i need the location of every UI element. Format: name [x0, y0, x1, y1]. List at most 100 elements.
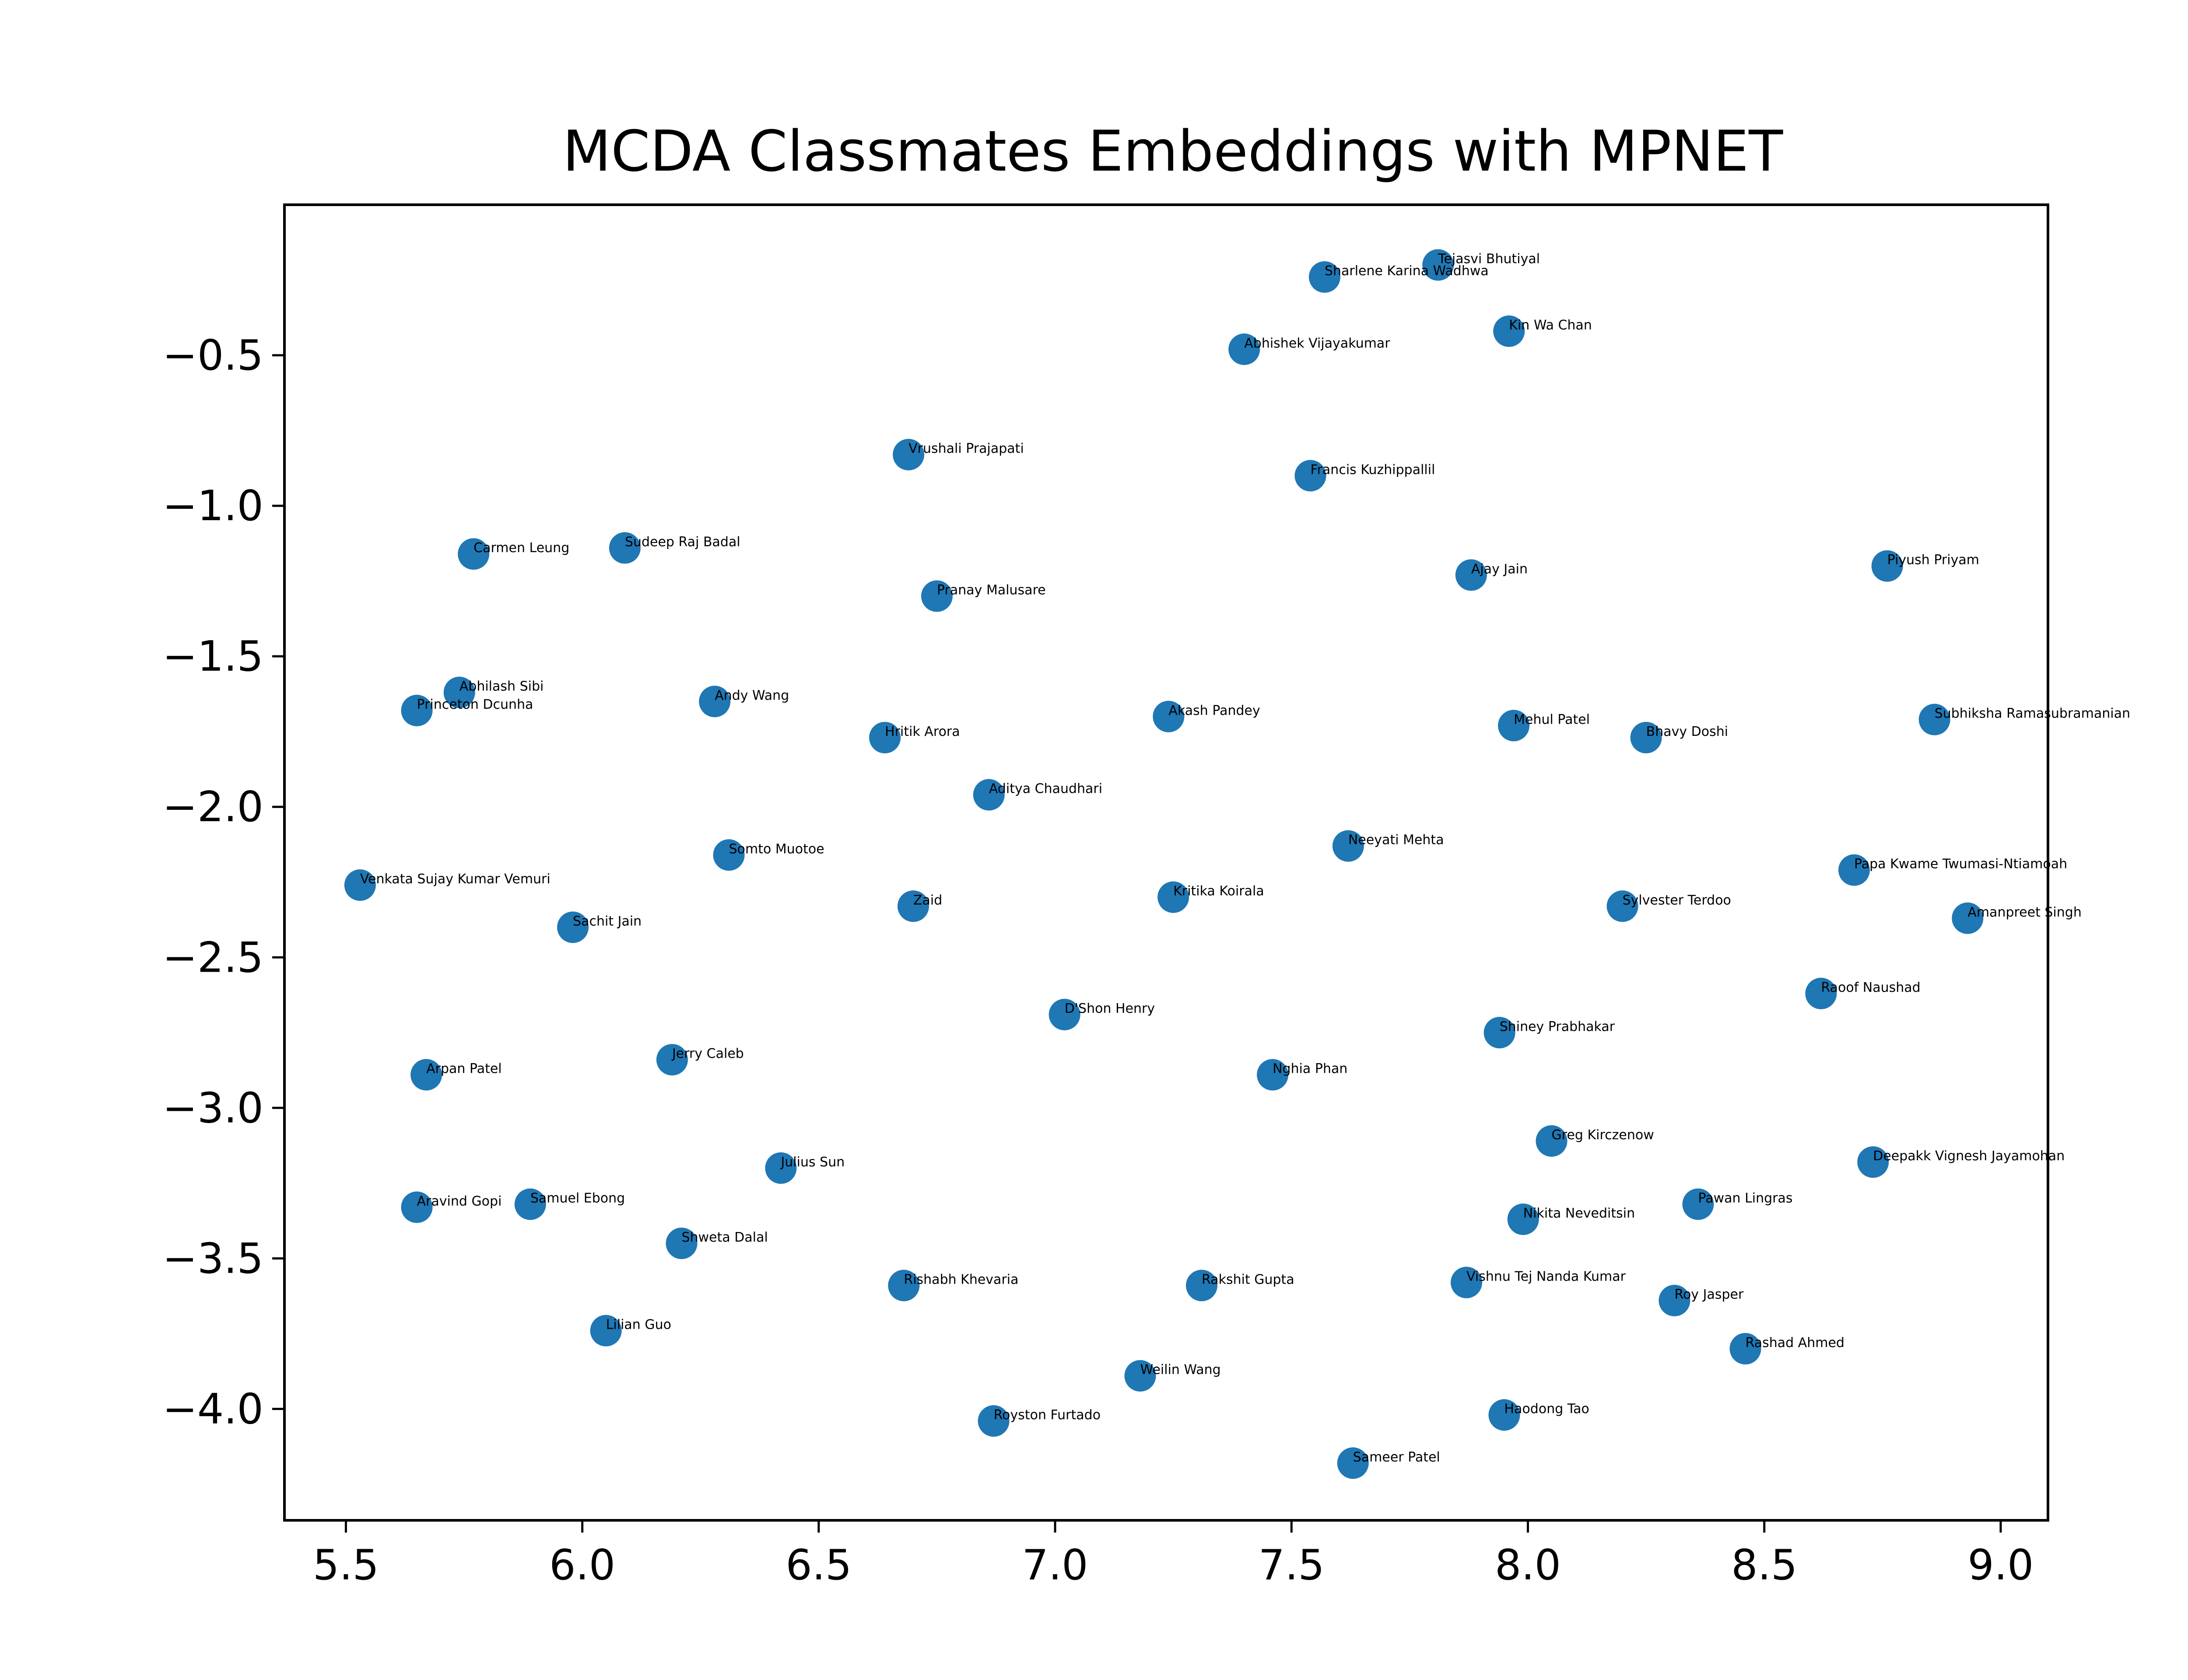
scatter-point: [1606, 890, 1638, 922]
point-label: Abhishek Vijayakumar: [1244, 336, 1390, 351]
scatter-point: [1048, 998, 1080, 1030]
scatter-point: [1507, 1203, 1539, 1235]
point-label: Andy Wang: [715, 688, 789, 703]
point-label: Bhavy Doshi: [1646, 724, 1728, 739]
point-label: Mehul Patel: [1514, 712, 1590, 727]
scatter-point: [1451, 1267, 1483, 1298]
y-tick-label: −4.0: [162, 1385, 263, 1433]
point-label: Shiney Prabhakar: [1500, 1019, 1615, 1034]
scatter-point: [1308, 261, 1340, 293]
scatter-point: [1952, 902, 1984, 934]
point-label: Julius Sun: [780, 1155, 845, 1170]
scatter-point: [1659, 1284, 1690, 1316]
chart-title: MCDA Classmates Embeddings with MPNET: [563, 119, 1783, 184]
point-label: Pawan Lingras: [1698, 1190, 1792, 1206]
scatter-marks: [344, 249, 1984, 1479]
scatter-point: [1729, 1333, 1761, 1365]
point-label: Subhiksha Ramasubramanian: [1935, 706, 2130, 721]
point-label: Royston Furtado: [994, 1407, 1101, 1423]
point-label: Jerry Caleb: [671, 1046, 744, 1061]
x-tick-label: 7.5: [1259, 1541, 1325, 1589]
scatter-point: [1337, 1447, 1369, 1479]
point-label: Roy Jasper: [1674, 1287, 1744, 1302]
scatter-point: [921, 580, 953, 612]
x-tick-label: 6.0: [549, 1541, 615, 1589]
scatter-point: [1124, 1360, 1156, 1392]
y-tick-label: −0.5: [162, 332, 263, 380]
point-label: Vishnu Tej Nanda Kumar: [1466, 1269, 1626, 1284]
scatter-point: [1871, 550, 1903, 582]
scatter-point: [344, 869, 376, 901]
point-label: Haodong Tao: [1504, 1401, 1589, 1417]
point-label: Sharlene Karina Wadhwa: [1325, 263, 1489, 279]
scatter-point: [1536, 1125, 1567, 1157]
scatter-point: [1186, 1270, 1218, 1302]
scatter-point: [699, 686, 731, 718]
scatter-point: [458, 538, 490, 570]
point-label: Greg Kirczenow: [1552, 1127, 1654, 1143]
scatter-point: [1682, 1188, 1714, 1220]
scatter-point: [1488, 1399, 1520, 1431]
point-label: Francis Kuzhippallil: [1311, 462, 1435, 477]
point-label: Rishabh Khevaria: [904, 1272, 1018, 1287]
point-label: Nghia Phan: [1273, 1061, 1347, 1077]
point-label: Pranay Malusare: [937, 583, 1046, 598]
x-axis: 5.5 6.0 6.5 7.0 7.5 8.0 8.5 9.0: [313, 1520, 2034, 1589]
scatter-point: [410, 1059, 442, 1091]
scatter-point: [888, 1270, 920, 1302]
point-label: Rakshit Gupta: [1202, 1272, 1294, 1287]
scatter-point: [656, 1044, 688, 1076]
scatter-point: [765, 1152, 797, 1184]
point-label: Weilin Wang: [1140, 1362, 1221, 1378]
plot-frame: [283, 203, 2049, 1522]
scatter-point: [1630, 721, 1662, 753]
scatter-point: [1838, 854, 1870, 886]
point-label: Tejasvi Bhutiyal: [1438, 252, 1540, 267]
scatter-point: [1153, 700, 1185, 732]
x-tick-label: 6.5: [785, 1541, 852, 1589]
scatter-point: [1493, 315, 1525, 347]
scatter-point: [1228, 333, 1260, 365]
scatter-point: [609, 532, 641, 564]
point-label: Ajay Jain: [1471, 561, 1528, 577]
point-label: Samuel Ebong: [530, 1190, 625, 1206]
scatter-point: [973, 779, 1005, 811]
point-label: Akash Pandey: [1168, 703, 1260, 718]
x-tick-label: 9.0: [1967, 1541, 2034, 1589]
point-label: Raoof Naushad: [1821, 980, 1920, 995]
y-axis: −0.5 −1.0 −1.5 −2.0 −2.5 −3.0 −3.5 −4.0: [162, 332, 284, 1433]
x-tick-label: 8.0: [1495, 1541, 1561, 1589]
scatter-point: [1294, 460, 1326, 492]
point-label: Rashad Ahmed: [1746, 1335, 1844, 1351]
scatter-point: [1332, 830, 1364, 862]
point-label: Aravind Gopi: [417, 1194, 502, 1209]
scatter-point: [1918, 704, 1950, 735]
point-label: Sameer Patel: [1353, 1449, 1440, 1465]
scatter-point: [401, 695, 433, 727]
point-label: Sudeep Raj Badal: [625, 534, 740, 550]
point-label: Shweta Dalal: [682, 1230, 768, 1245]
scatter-point: [666, 1227, 698, 1259]
point-label: Somto Muotoe: [729, 841, 824, 857]
y-tick-label: −2.5: [162, 934, 263, 982]
point-label: Kin Wa Chan: [1509, 318, 1592, 333]
point-label: Lilian Guo: [606, 1317, 671, 1332]
scatter-point: [893, 439, 925, 471]
point-label: Deepakk Vignesh Jayamohan: [1873, 1148, 2065, 1164]
y-tick-label: −1.0: [162, 482, 263, 530]
point-label: Sachit Jain: [573, 914, 642, 929]
point-label: Nikita Neveditsin: [1523, 1206, 1635, 1221]
point-label: Abhilash Sibi: [459, 679, 544, 694]
scatter-point: [1257, 1059, 1289, 1091]
point-label: Aditya Chaudhari: [989, 781, 1102, 797]
scatter-point: [557, 911, 589, 943]
point-label: Carmen Leung: [473, 540, 569, 556]
scatter-point: [897, 890, 929, 922]
x-tick-label: 5.5: [313, 1541, 379, 1589]
scatter-point: [1483, 1017, 1515, 1049]
point-label: Sylvester Terdoo: [1623, 892, 1731, 908]
point-label: Venkata Sujay Kumar Vemuri: [360, 872, 551, 887]
